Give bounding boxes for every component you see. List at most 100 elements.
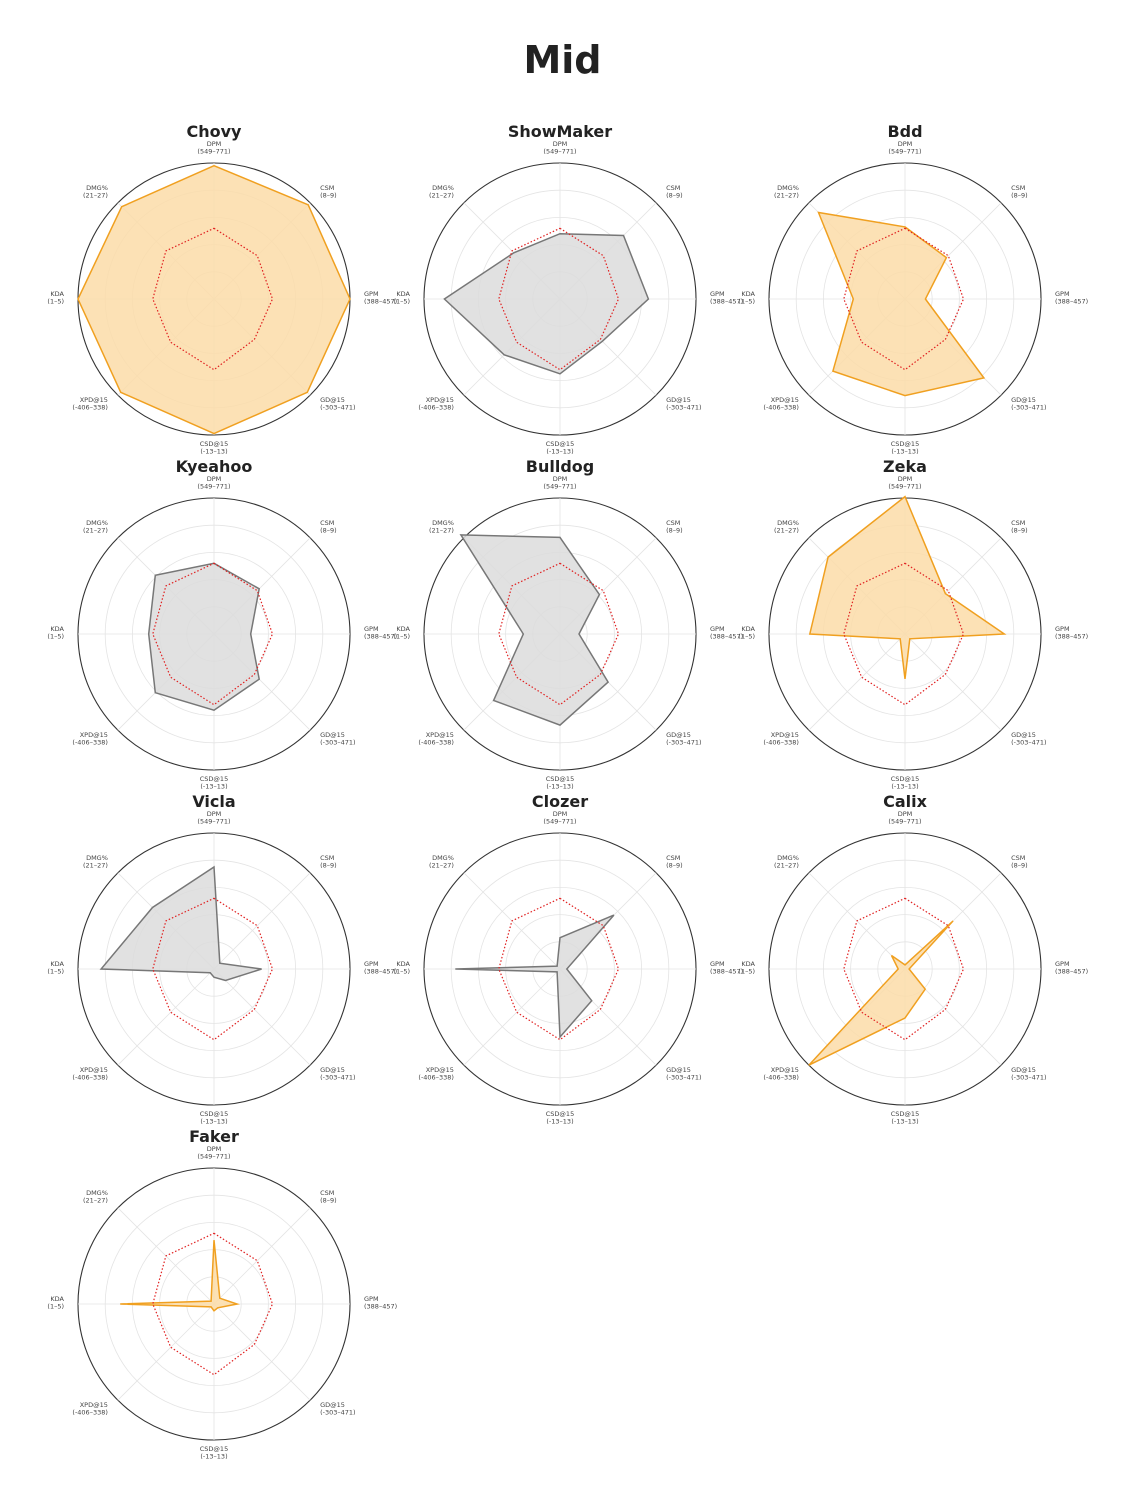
- axis-label-dmg-: DMG% (21–27): [83, 184, 108, 200]
- axis-label-xpd-15: XPD@15 (-406–338): [72, 396, 107, 412]
- axis-label-csm: CSM (8–9): [666, 184, 683, 200]
- axis-spoke: [117, 968, 215, 1066]
- axis-label-kda: KDA (1–5): [393, 625, 410, 641]
- player-title: Vicla: [192, 792, 235, 811]
- axis-label-gpm: GPM (388–457): [710, 290, 743, 306]
- axis-spoke: [808, 633, 906, 731]
- player-title: ShowMaker: [508, 122, 612, 141]
- axis-label-gpm: GPM (388–457): [1055, 625, 1088, 641]
- page-title: Mid: [523, 38, 602, 82]
- axis-label-gd-15: GD@15 (-303–471): [320, 1401, 355, 1417]
- axis-label-csd-15: CSD@15 (-13–13): [891, 1110, 919, 1126]
- player-title: Calix: [883, 792, 928, 811]
- axis-label-gpm: GPM (388–457): [364, 290, 397, 306]
- axis-label-kda: KDA (1–5): [47, 290, 64, 306]
- axis-label-gpm: GPM (388–457): [710, 625, 743, 641]
- player-polygon: [808, 920, 954, 1066]
- axis-label-csd-15: CSD@15 (-13–13): [891, 775, 919, 791]
- axis-spoke: [904, 633, 1002, 731]
- average-polygon: [152, 227, 274, 371]
- axis-label-kda: KDA (1–5): [393, 290, 410, 306]
- axis-label-gd-15: GD@15 (-303–471): [666, 731, 701, 747]
- axis-label-gd-15: GD@15 (-303–471): [666, 396, 701, 412]
- player-title: Faker: [189, 1127, 239, 1146]
- axis-label-dpm: DPM (549–771): [197, 1145, 230, 1161]
- radar-vicla: DPM (549–771) CSM (8–9) GPM (388–457) GD@15 (-3…: [47, 792, 397, 1126]
- axis-label-xpd-15: XPD@15 (-406–338): [418, 731, 453, 747]
- radar-faker: DPM (549–771) CSM (8–9) GPM (388–457) GD@15 (-3…: [47, 1127, 397, 1461]
- player-title: Bulldog: [526, 457, 594, 476]
- axis-label-gd-15: GD@15 (-303–471): [1011, 731, 1046, 747]
- player-title: Clozer: [532, 792, 588, 811]
- axis-label-dpm: DPM (549–771): [888, 475, 921, 491]
- player-polygon: [455, 914, 615, 1039]
- axis-label-gpm: GPM (388–457): [364, 960, 397, 976]
- radar-bdd: DPM (549–771) CSM (8–9) GPM (388–457) GD@15 (-3…: [738, 122, 1088, 456]
- axis-label-xpd-15: XPD@15 (-406–338): [72, 731, 107, 747]
- axis-spoke: [117, 1303, 215, 1401]
- player-title: Zeka: [883, 457, 927, 476]
- axis-label-gpm: GPM (388–457): [1055, 290, 1088, 306]
- player-polygon: [77, 164, 351, 435]
- axis-label-csm: CSM (8–9): [666, 519, 683, 535]
- axis-label-kda: KDA (1–5): [393, 960, 410, 976]
- average-polygon: [843, 562, 965, 706]
- axis-label-gd-15: GD@15 (-303–471): [666, 1066, 701, 1082]
- axis-label-dpm: DPM (549–771): [888, 140, 921, 156]
- radar-calix: DPM (549–771) CSM (8–9) GPM (388–457) GD@15 (-3…: [738, 792, 1088, 1126]
- axis-label-dmg-: DMG% (21–27): [83, 1189, 108, 1205]
- axis-label-xpd-15: XPD@15 (-406–338): [418, 396, 453, 412]
- axis-label-kda: KDA (1–5): [47, 625, 64, 641]
- axis-label-gd-15: GD@15 (-303–471): [320, 396, 355, 412]
- axis-label-xpd-15: XPD@15 (-406–338): [763, 396, 798, 412]
- axis-label-csm: CSM (8–9): [1011, 519, 1028, 535]
- axis-label-xpd-15: XPD@15 (-406–338): [72, 1401, 107, 1417]
- axis-spoke: [463, 968, 561, 1066]
- player-title: Bdd: [887, 122, 922, 141]
- axis-label-csm: CSM (8–9): [320, 184, 337, 200]
- average-polygon: [152, 897, 274, 1041]
- average-polygon: [152, 562, 274, 706]
- axis-label-csd-15: CSD@15 (-13–13): [546, 775, 574, 791]
- radar-clozer: DPM (549–771) CSM (8–9) GPM (388–457) GD@15 (-3…: [393, 792, 743, 1126]
- axis-label-dmg-: DMG% (21–27): [429, 854, 454, 870]
- axis-label-dmg-: DMG% (21–27): [429, 519, 454, 535]
- radar-showmaker: DPM (549–771) CSM (8–9) GPM (388–457) GD@15 (-3…: [393, 122, 743, 456]
- axis-spoke: [213, 872, 311, 970]
- radar-bulldog: DPM (549–771) CSM (8–9) GPM (388–457) GD@15 (-3…: [393, 457, 743, 791]
- axis-label-dmg-: DMG% (21–27): [83, 519, 108, 535]
- player-polygon: [147, 562, 261, 712]
- axis-label-dmg-: DMG% (21–27): [83, 854, 108, 870]
- axis-label-kda: KDA (1–5): [738, 290, 755, 306]
- player-polygon: [443, 232, 650, 375]
- axis-spoke: [213, 1207, 311, 1305]
- player-polygon: [99, 865, 262, 982]
- axis-label-csd-15: CSD@15 (-13–13): [200, 1445, 228, 1461]
- axis-label-csd-15: CSD@15 (-13–13): [891, 440, 919, 456]
- axis-label-kda: KDA (1–5): [47, 1295, 64, 1311]
- axis-label-dmg-: DMG% (21–27): [774, 184, 799, 200]
- axis-label-csd-15: CSD@15 (-13–13): [200, 775, 228, 791]
- axis-label-kda: KDA (1–5): [47, 960, 64, 976]
- axis-label-csm: CSM (8–9): [320, 854, 337, 870]
- axis-label-dmg-: DMG% (21–27): [774, 519, 799, 535]
- axis-label-csm: CSM (8–9): [1011, 184, 1028, 200]
- average-polygon: [843, 227, 965, 371]
- radar-chovy: DPM (549–771) CSM (8–9) GPM (388–457) GD@15 (-3…: [47, 122, 397, 456]
- axis-label-gd-15: GD@15 (-303–471): [1011, 1066, 1046, 1082]
- axis-label-dpm: DPM (549–771): [197, 810, 230, 826]
- axis-spoke: [213, 968, 311, 1066]
- player-polygon: [817, 211, 986, 397]
- axis-label-dpm: DPM (549–771): [543, 475, 576, 491]
- axis-label-dpm: DPM (549–771): [197, 140, 230, 156]
- axis-label-csm: CSM (8–9): [666, 854, 683, 870]
- axis-label-dmg-: DMG% (21–27): [774, 854, 799, 870]
- radar-kyeahoo: DPM (549–771) CSM (8–9) GPM (388–457) GD@15 (-3…: [47, 457, 397, 791]
- average-polygon: [843, 897, 965, 1041]
- axis-label-gpm: GPM (388–457): [364, 625, 397, 641]
- axis-label-kda: KDA (1–5): [738, 960, 755, 976]
- axis-label-dpm: DPM (549–771): [543, 810, 576, 826]
- axis-label-gpm: GPM (388–457): [1055, 960, 1088, 976]
- average-polygon: [498, 562, 620, 706]
